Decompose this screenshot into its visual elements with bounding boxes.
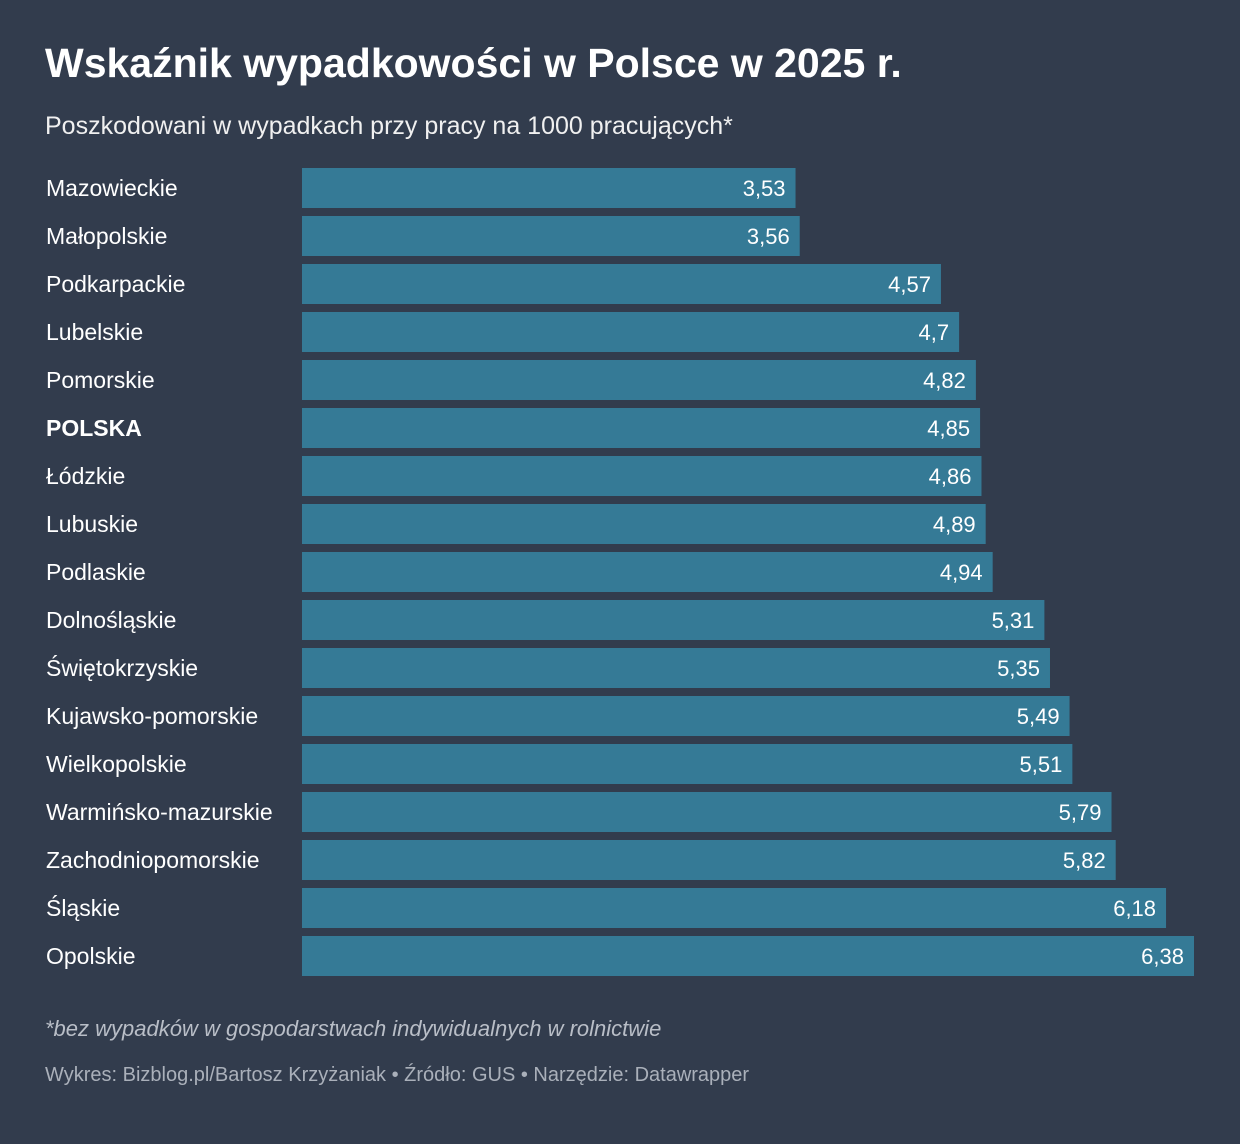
category-label: POLSKA xyxy=(46,415,142,441)
bar-chart: Mazowieckie 3,53 Małopolskie 3,56 Podkarpack… xyxy=(46,168,1194,976)
bar xyxy=(302,792,1112,832)
value-label: 4,7 xyxy=(919,320,950,345)
category-label: Podlaskie xyxy=(46,559,146,585)
category-label: Lubuskie xyxy=(46,511,138,537)
value-label: 3,56 xyxy=(747,224,790,249)
category-label: Wielkopolskie xyxy=(46,751,187,777)
bar xyxy=(302,360,976,400)
value-label: 4,57 xyxy=(888,272,931,297)
category-label: Lubelskie xyxy=(46,319,143,345)
bar xyxy=(302,168,796,208)
category-label: Łódzkie xyxy=(46,463,125,489)
bar xyxy=(302,936,1194,976)
value-label: 4,86 xyxy=(929,464,972,489)
bar xyxy=(302,840,1116,880)
bar xyxy=(302,648,1050,688)
category-label: Małopolskie xyxy=(46,223,167,249)
bar xyxy=(302,504,986,544)
value-label: 5,49 xyxy=(1017,704,1060,729)
category-label: Opolskie xyxy=(46,943,135,969)
chart-credits: Wykres: Bizblog.pl/Bartosz Krzyżaniak • … xyxy=(45,1064,750,1086)
bar xyxy=(302,552,993,592)
value-label: 5,35 xyxy=(997,656,1040,681)
bar xyxy=(302,216,800,256)
value-label: 4,85 xyxy=(927,416,970,441)
category-label: Warmińsko-mazurskie xyxy=(46,799,273,825)
value-label: 4,82 xyxy=(923,368,966,393)
category-label: Śląskie xyxy=(46,894,120,921)
chart-subtitle: Poszkodowani w wypadkach przy pracy na 1… xyxy=(45,112,733,140)
value-label: 3,53 xyxy=(743,176,786,201)
category-label: Mazowieckie xyxy=(46,175,178,201)
category-label: Pomorskie xyxy=(46,367,155,393)
category-label: Kujawsko-pomorskie xyxy=(46,703,258,729)
bar xyxy=(302,600,1045,640)
bar xyxy=(302,696,1070,736)
value-label: 5,51 xyxy=(1020,752,1063,777)
category-label: Świętokrzyskie xyxy=(46,654,198,681)
value-label: 5,79 xyxy=(1059,800,1102,825)
value-label: 5,82 xyxy=(1063,848,1106,873)
category-label: Podkarpackie xyxy=(46,271,185,297)
bar xyxy=(302,264,941,304)
value-label: 4,89 xyxy=(933,512,976,537)
category-label: Zachodniopomorskie xyxy=(46,847,260,873)
value-label: 6,38 xyxy=(1141,944,1184,969)
chart-footnote: *bez wypadków w gospodarstwach indywidua… xyxy=(45,1016,662,1041)
category-label: Dolnośląskie xyxy=(46,607,176,633)
bar xyxy=(302,888,1167,928)
bar xyxy=(302,312,960,352)
value-label: 5,31 xyxy=(992,608,1035,633)
bar xyxy=(302,408,981,448)
bar xyxy=(302,744,1073,784)
value-label: 4,94 xyxy=(940,560,983,585)
value-label: 6,18 xyxy=(1113,896,1156,921)
bar xyxy=(302,456,982,496)
chart-title: Wskaźnik wypadkowości w Polsce w 2025 r. xyxy=(45,40,902,86)
